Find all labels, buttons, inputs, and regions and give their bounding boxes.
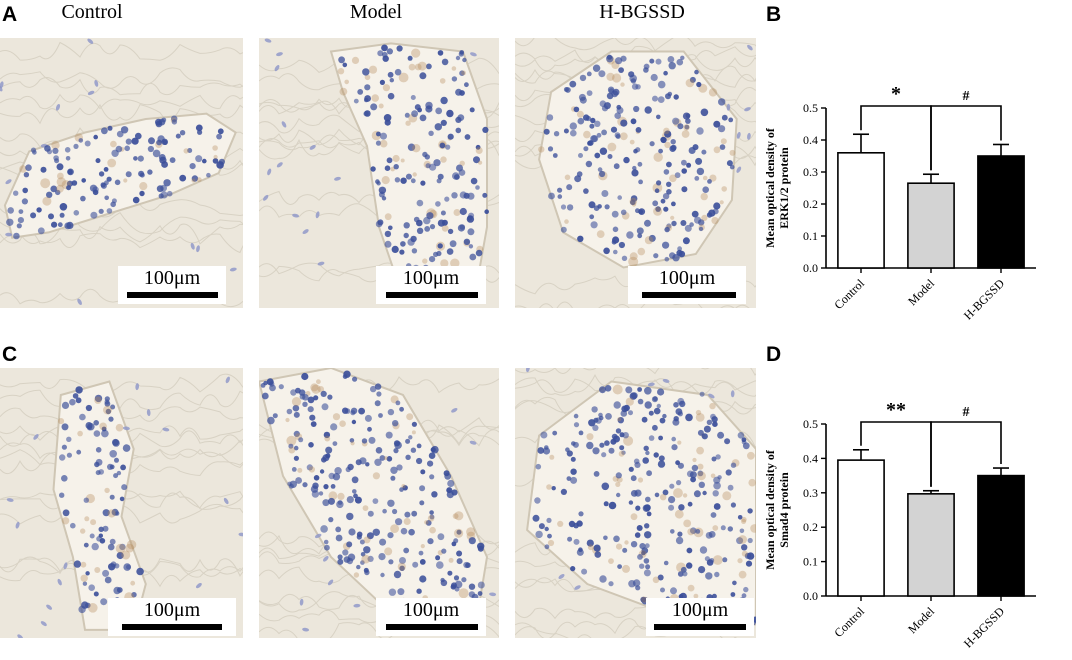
- y-axis-label: Smad4 protein: [777, 472, 791, 548]
- scale-bar-a2: 100μm: [376, 266, 486, 304]
- scale-bar-line: [386, 624, 478, 630]
- column-header-model: Model: [349, 1, 403, 23]
- x-tick-label: Model: [905, 276, 938, 309]
- micrograph-smad4-model: [259, 368, 499, 638]
- scale-bar-line: [122, 624, 222, 630]
- significance-bracket: [930, 421, 1002, 487]
- scale-bar-line: [386, 292, 478, 298]
- bar-control: [837, 459, 885, 597]
- significance-label: #: [963, 405, 970, 420]
- bar-model: [907, 493, 955, 597]
- scale-bar-label: 100μm: [671, 599, 729, 621]
- x-tick-label: Control: [831, 604, 867, 640]
- y-tick-label: 0.5: [803, 101, 818, 115]
- scale-bar-label: 100μm: [143, 599, 201, 621]
- significance-label: *: [891, 83, 901, 105]
- y-tick-label: 0.4: [803, 451, 818, 465]
- y-tick-label: 0.4: [803, 133, 818, 147]
- significance-label: #: [963, 89, 970, 104]
- x-tick-label: H-BGSSD: [961, 276, 1007, 322]
- scale-bar-c1: 100μm: [108, 598, 236, 636]
- scale-bar-label: 100μm: [402, 267, 460, 289]
- column-header-hbgssd: H-BGSSD: [599, 1, 685, 23]
- micrograph-erk-control: [0, 38, 243, 308]
- x-tick-label: Model: [905, 604, 938, 637]
- column-header-control: Control: [61, 1, 123, 23]
- bar-h-bgssd: [977, 155, 1025, 269]
- micrograph-erk-hbgssd: [515, 38, 756, 308]
- panel-label-b: B: [766, 3, 782, 26]
- scale-bar-label: 100μm: [402, 599, 460, 621]
- panel-label-d: D: [766, 343, 782, 366]
- micrograph-erk-model: [259, 38, 499, 308]
- y-tick-label: 0.2: [803, 520, 818, 534]
- panel-label-a: A: [2, 3, 18, 26]
- panel-label-c: C: [2, 343, 18, 366]
- y-tick-label: 0.0: [803, 261, 818, 275]
- scale-bar-label: 100μm: [143, 267, 201, 289]
- y-tick-label: 0.5: [803, 417, 818, 431]
- chart-smad4: 0.0 0.1 0.2 0.3 0.4 0.5 Mean optical density o…: [763, 399, 1036, 650]
- scale-bar-label: 100μm: [658, 267, 716, 289]
- micrograph-smad4-control: [0, 368, 243, 638]
- y-tick-label: 0.3: [803, 486, 818, 500]
- scale-bar-c3: 100μm: [646, 598, 754, 636]
- significance-bracket: [930, 105, 1002, 171]
- scale-bar-a3: 100μm: [628, 266, 746, 304]
- y-tick-label: 0.3: [803, 165, 818, 179]
- x-tick-label: Control: [831, 276, 867, 312]
- chart-erk: 0.0 0.1 0.2 0.3 0.4 0.5 Mean optical density o…: [763, 83, 1036, 322]
- x-tick-label: H-BGSSD: [961, 604, 1007, 650]
- y-axis-label: ERK1/2 protein: [777, 147, 791, 229]
- scale-bar-line: [642, 292, 736, 298]
- bar-h-bgssd: [977, 474, 1025, 597]
- micrograph-smad4-hbgssd: [515, 368, 756, 638]
- scale-bar-line: [127, 292, 218, 298]
- y-axis-label: Mean optical density of: [763, 449, 777, 570]
- bar-control: [837, 152, 885, 269]
- scale-bar-c2: 100μm: [376, 598, 486, 636]
- bar-model: [907, 182, 955, 269]
- y-tick-label: 0.2: [803, 197, 818, 211]
- y-axis-label: Mean optical density of: [763, 127, 777, 248]
- scale-bar-a1: 100μm: [118, 266, 226, 304]
- y-tick-label: 0.1: [803, 555, 818, 569]
- y-tick-label: 0.0: [803, 589, 818, 603]
- scale-bar-line: [654, 624, 746, 630]
- y-tick-label: 0.1: [803, 229, 818, 243]
- significance-label: **: [886, 399, 906, 421]
